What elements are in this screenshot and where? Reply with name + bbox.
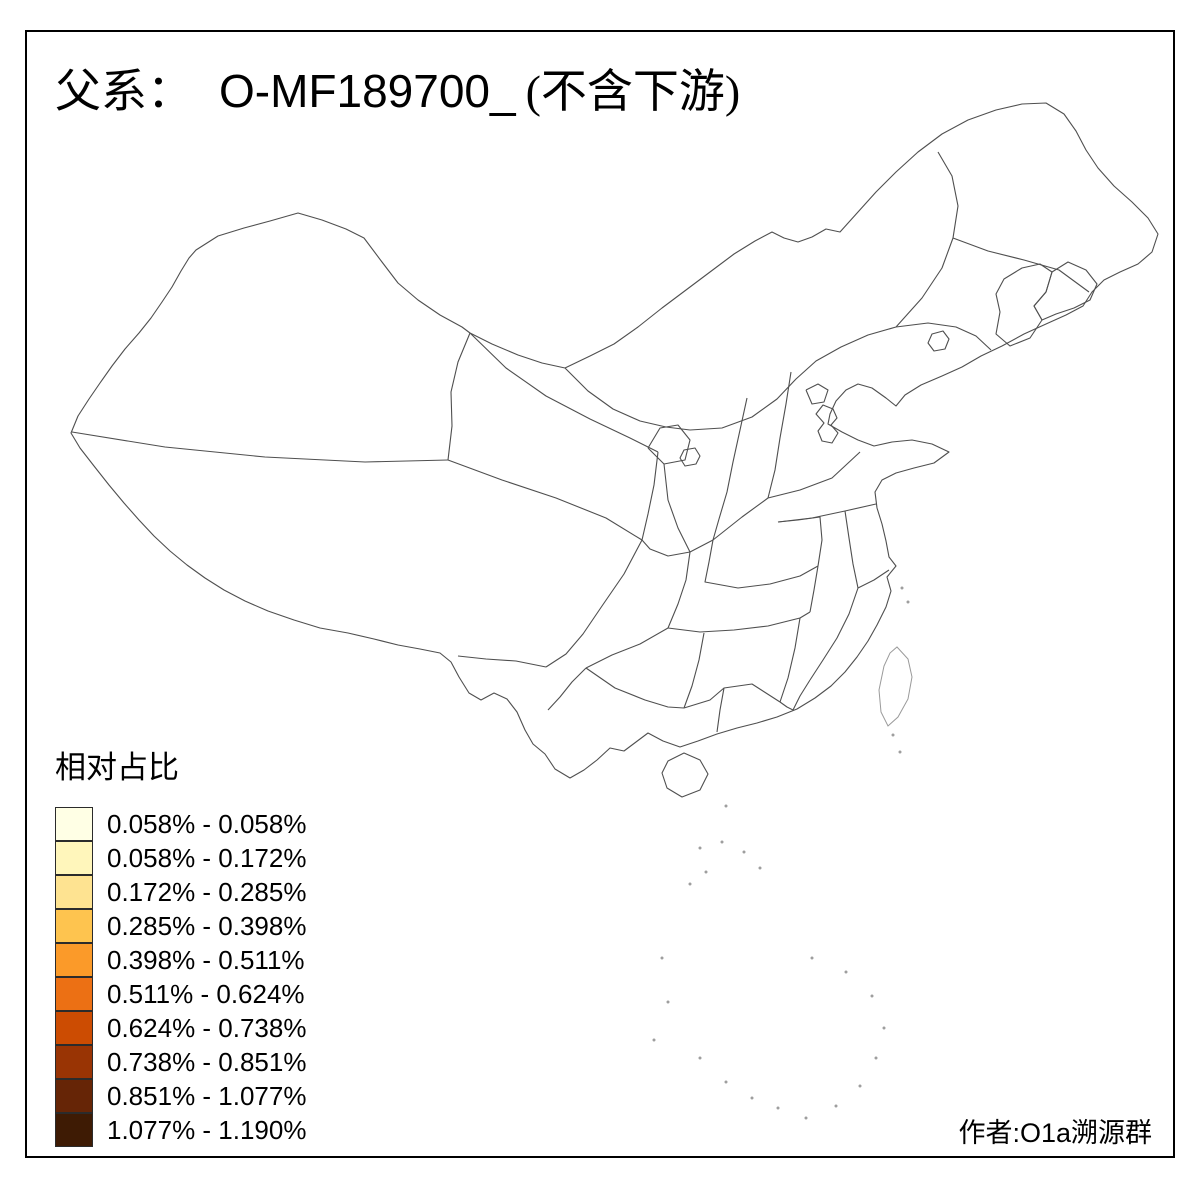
legend-item: 1.077% - 1.190% <box>55 1113 306 1147</box>
legend-label: 1.077% - 1.190% <box>107 1115 307 1145</box>
title-prefix: 父系： <box>55 66 193 117</box>
legend-title: 相对占比 <box>55 750 179 785</box>
legend-item: 0.398% - 0.511% <box>55 943 306 977</box>
legend-item: 0.058% - 0.172% <box>55 841 306 875</box>
legend-label: 0.738% - 0.851% <box>107 1047 307 1077</box>
legend-label: 0.058% - 0.172% <box>107 843 307 873</box>
legend-color-swatch <box>55 1079 93 1113</box>
legend-color-swatch <box>55 1113 93 1147</box>
legend-label: 0.058% - 0.058% <box>107 809 307 839</box>
legend-label: 0.624% - 0.738% <box>107 1013 307 1043</box>
title-haplogroup-code: O-MF189700_ <box>219 65 516 117</box>
legend-label: 0.398% - 0.511% <box>107 945 305 975</box>
legend-label: 0.285% - 0.398% <box>107 911 307 941</box>
highlighted-regions <box>679 261 1098 467</box>
legend-color-swatch <box>55 909 93 943</box>
region-shaanxi-spot <box>679 447 701 467</box>
taiwan-island <box>878 646 913 727</box>
legend-item: 0.172% - 0.285% <box>55 875 306 909</box>
legend-color-swatch <box>55 875 93 909</box>
china-landmass <box>70 102 1159 779</box>
legend-color-swatch <box>55 807 93 841</box>
south-china-sea-islands <box>652 586 910 1120</box>
legend-items: 0.058% - 0.058% 0.058% - 0.172% 0.172% - 0… <box>55 807 306 1147</box>
legend-item: 0.285% - 0.398% <box>55 909 306 943</box>
legend-item: 0.624% - 0.738% <box>55 1011 306 1045</box>
legend-label: 0.851% - 1.077% <box>107 1081 307 1111</box>
author-credit: 作者:O1a溯源群 <box>958 1118 1152 1148</box>
hainan-island <box>661 752 709 798</box>
legend-color-swatch <box>55 841 93 875</box>
legend: 相对占比 0.058% - 0.058% 0.058% - 0.172% 0.172… <box>55 742 306 1147</box>
legend-color-swatch <box>55 1011 93 1045</box>
legend-item: 0.058% - 0.058% <box>55 807 306 841</box>
province-borders <box>71 151 1090 733</box>
region-liaoning-spot <box>927 330 950 352</box>
legend-color-swatch <box>55 943 93 977</box>
legend-item: 0.738% - 0.851% <box>55 1045 306 1079</box>
region-tianjin-area <box>815 404 839 444</box>
legend-color-swatch <box>55 1045 93 1079</box>
legend-label: 0.511% - 0.624% <box>107 979 305 1009</box>
legend-item: 0.851% - 1.077% <box>55 1079 306 1113</box>
region-jilin-east-patch <box>1033 261 1098 321</box>
legend-color-swatch <box>55 977 93 1011</box>
title-suffix: (不含下游) <box>525 66 741 117</box>
legend-item: 0.511% - 0.624% <box>55 977 306 1011</box>
legend-label: 0.172% - 0.285% <box>107 877 307 907</box>
map-title: 父系： O-MF189700_ (不含下游) <box>55 55 740 121</box>
